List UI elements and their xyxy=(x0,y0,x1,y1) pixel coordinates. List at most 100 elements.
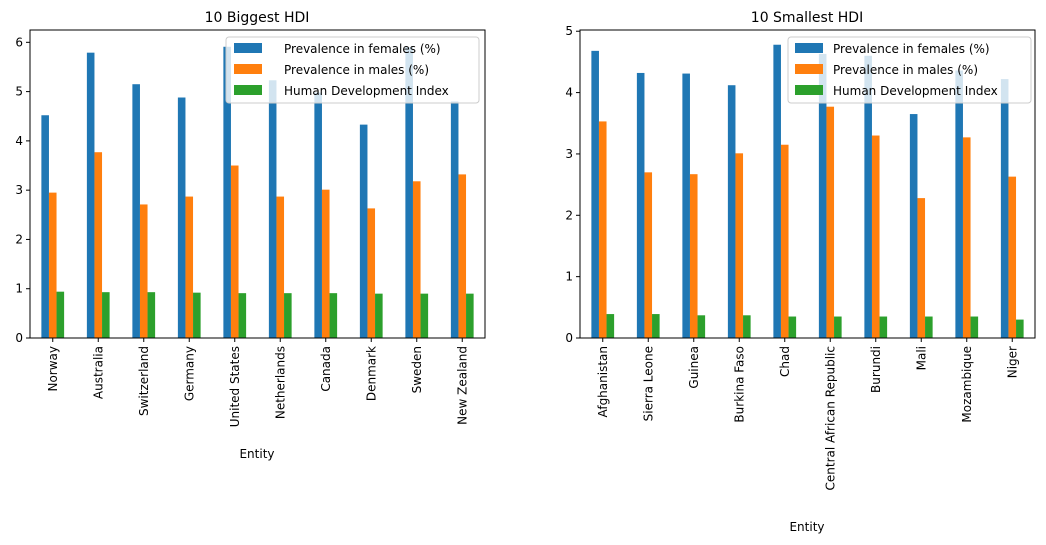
bar-switzerland-hdi xyxy=(147,292,156,338)
bar-denmark-males xyxy=(367,208,376,338)
bar-norway-males xyxy=(48,192,57,338)
bar-netherlands-females xyxy=(268,80,277,339)
bar-netherlands-hdi xyxy=(284,293,292,338)
y-tick-label: 4 xyxy=(565,86,573,100)
x-tick-label-new-zealand: New Zealand xyxy=(455,346,469,425)
y-tick-label: 5 xyxy=(565,24,573,38)
bar-burkina-faso-females xyxy=(727,85,736,338)
bar-central-african-republic-hdi xyxy=(834,316,842,338)
bar-chad-hdi xyxy=(788,316,797,338)
legend-swatch-hdi xyxy=(234,85,262,95)
x-tick-label-burundi: Burundi xyxy=(869,346,883,393)
chart-legend: Prevalence in females (%) Prevalence in … xyxy=(225,36,480,104)
legend-label-females: Prevalence in females (%) xyxy=(284,42,441,56)
legend-label-males: Prevalence in males (%) xyxy=(284,63,429,77)
bar-canada-females xyxy=(314,92,322,338)
bar-mozambique-females xyxy=(955,70,963,339)
bar-burundi-males xyxy=(871,135,880,338)
bar-new-zealand-hdi xyxy=(466,293,474,338)
y-tick-label: 2 xyxy=(565,208,573,222)
x-tick-label-switzerland: Switzerland xyxy=(137,346,151,416)
legend-label-hdi: Human Development Index xyxy=(284,84,449,98)
bar-sierra-leone-males xyxy=(644,172,653,338)
bar-sierra-leone-females xyxy=(636,72,645,338)
y-tick-label: 0 xyxy=(15,331,23,345)
bar-chad-females xyxy=(773,44,781,338)
bar-australia-hdi xyxy=(102,292,110,338)
bar-denmark-hdi xyxy=(375,293,383,338)
bar-niger-hdi xyxy=(1016,319,1024,338)
y-tick-label: 2 xyxy=(15,232,23,246)
y-tick-label: 6 xyxy=(15,35,23,49)
bar-netherlands-males xyxy=(276,196,285,338)
bar-switzerland-males xyxy=(139,204,148,338)
bar-chad-males xyxy=(780,144,789,338)
bar-united-states-hdi xyxy=(238,293,247,338)
bar-niger-females xyxy=(1000,79,1009,338)
x-tick-label-central-african-republic: Central African Republic xyxy=(823,346,837,490)
bar-burundi-females xyxy=(864,55,872,339)
bar-mali-females xyxy=(909,114,918,338)
bar-niger-males xyxy=(1008,176,1017,338)
x-tick-label-guinea: Guinea xyxy=(687,346,701,389)
bar-sierra-leone-hdi xyxy=(652,314,660,338)
legend-swatch-males xyxy=(795,64,823,74)
bar-canada-males xyxy=(321,189,330,338)
bar-mozambique-hdi xyxy=(970,316,979,338)
bar-burundi-hdi xyxy=(879,316,888,338)
bar-burkina-faso-hdi xyxy=(743,315,751,338)
legend-label-hdi: Human Development Index xyxy=(833,84,998,98)
y-tick-label: 1 xyxy=(565,270,573,284)
x-tick-label-germany: Germany xyxy=(182,346,196,401)
bar-new-zealand-males xyxy=(458,174,467,338)
y-tick-label: 5 xyxy=(15,85,23,99)
bar-guinea-males xyxy=(689,174,698,338)
bar-central-african-republic-females xyxy=(818,53,827,339)
plot-frame xyxy=(579,29,1036,339)
plot-frame xyxy=(29,29,486,339)
bar-mozambique-males xyxy=(962,137,971,338)
x-tick-label-denmark: Denmark xyxy=(364,346,378,401)
x-tick-label-burkina-faso: Burkina Faso xyxy=(732,346,746,423)
bar-central-african-republic-males xyxy=(826,106,835,338)
legend-frame xyxy=(225,36,480,104)
y-tick-label: 4 xyxy=(15,134,23,148)
legend-swatch-hdi xyxy=(795,85,823,95)
y-tick-label: 3 xyxy=(565,147,573,161)
x-tick-label-afghanistan: Afghanistan xyxy=(596,346,610,417)
bar-germany-females xyxy=(177,97,186,338)
bar-sweden-males xyxy=(412,181,421,338)
chart-title: 10 Biggest HDI xyxy=(205,10,310,26)
legend-label-males: Prevalence in males (%) xyxy=(833,63,978,77)
x-tick-label-sweden: Sweden xyxy=(410,346,424,393)
bar-germany-hdi xyxy=(193,292,201,338)
x-tick-label-norway: Norway xyxy=(46,346,60,392)
bar-australia-females xyxy=(86,52,95,339)
bar-australia-males xyxy=(94,152,103,338)
bar-guinea-hdi xyxy=(697,315,706,338)
x-axis-label: Entity xyxy=(789,520,824,534)
chart-smallest-hdi: 10 Smallest HDI Entity 0 1 2 3 4 5 Afghanistan… xyxy=(565,10,1036,534)
bar-united-states-males xyxy=(230,165,239,338)
x-axis-label: Entity xyxy=(239,447,274,461)
x-tick-label-mozambique: Mozambique xyxy=(960,346,974,423)
x-tick-label-sierra-leone: Sierra Leone xyxy=(641,346,655,421)
y-tick-label: 3 xyxy=(15,183,23,197)
x-tick-label-united-states: United States xyxy=(228,346,242,427)
legend-frame xyxy=(787,36,1032,104)
y-tick-label: 0 xyxy=(565,331,573,345)
bar-united-states-females xyxy=(223,46,231,338)
bar-afghanistan-hdi xyxy=(606,314,615,338)
chart-biggest-hdi: 10 Biggest HDI Entity 0 1 2 3 4 5 6 Norway Austr… xyxy=(15,10,486,461)
bar-denmark-females xyxy=(359,124,368,339)
chart-title: 10 Smallest HDI xyxy=(751,10,863,26)
bar-canada-hdi xyxy=(329,293,338,338)
bar-mali-males xyxy=(917,198,926,338)
x-tick-label-canada: Canada xyxy=(319,346,333,392)
bar-afghanistan-males xyxy=(598,121,607,338)
bar-mali-hdi xyxy=(925,316,933,338)
bar-germany-males xyxy=(185,196,194,338)
bar-burkina-faso-males xyxy=(735,153,744,338)
x-tick-label-australia: Australia xyxy=(91,346,105,399)
